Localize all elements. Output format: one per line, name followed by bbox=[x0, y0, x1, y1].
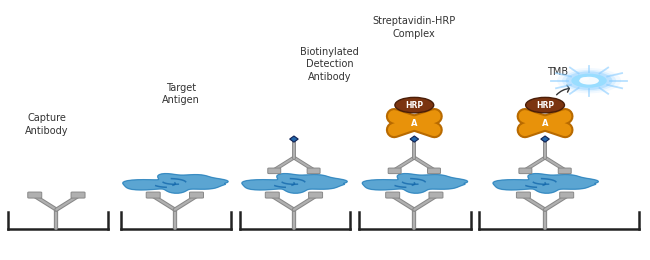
Polygon shape bbox=[290, 136, 298, 142]
Circle shape bbox=[571, 74, 606, 88]
Circle shape bbox=[526, 98, 564, 113]
FancyBboxPatch shape bbox=[71, 192, 85, 198]
FancyBboxPatch shape bbox=[309, 192, 322, 198]
Text: A: A bbox=[542, 119, 549, 128]
Text: Streptavidin-HRP
Complex: Streptavidin-HRP Complex bbox=[372, 16, 456, 38]
FancyBboxPatch shape bbox=[429, 192, 443, 198]
Circle shape bbox=[557, 68, 621, 93]
FancyBboxPatch shape bbox=[190, 192, 203, 198]
Polygon shape bbox=[410, 136, 419, 142]
FancyBboxPatch shape bbox=[558, 168, 571, 174]
FancyBboxPatch shape bbox=[560, 192, 574, 198]
FancyBboxPatch shape bbox=[428, 168, 441, 174]
Text: Capture
Antibody: Capture Antibody bbox=[25, 113, 68, 136]
Text: A: A bbox=[411, 119, 417, 128]
Polygon shape bbox=[123, 174, 228, 193]
Circle shape bbox=[580, 77, 589, 81]
FancyBboxPatch shape bbox=[268, 168, 281, 174]
Circle shape bbox=[579, 77, 599, 85]
Polygon shape bbox=[362, 174, 468, 193]
FancyBboxPatch shape bbox=[146, 192, 160, 198]
FancyBboxPatch shape bbox=[28, 192, 42, 198]
Text: Biotinylated
Detection
Antibody: Biotinylated Detection Antibody bbox=[300, 47, 359, 82]
Polygon shape bbox=[242, 174, 347, 193]
FancyBboxPatch shape bbox=[385, 192, 400, 198]
Circle shape bbox=[395, 98, 434, 113]
FancyBboxPatch shape bbox=[307, 168, 320, 174]
Text: Target
Antigen: Target Antigen bbox=[162, 83, 200, 105]
FancyBboxPatch shape bbox=[265, 192, 280, 198]
Circle shape bbox=[562, 70, 616, 92]
Polygon shape bbox=[541, 136, 549, 142]
Text: HRP: HRP bbox=[405, 101, 423, 110]
Text: TMB: TMB bbox=[547, 67, 569, 77]
Text: HRP: HRP bbox=[536, 101, 554, 110]
FancyBboxPatch shape bbox=[516, 192, 530, 198]
Polygon shape bbox=[493, 174, 599, 193]
Circle shape bbox=[566, 72, 612, 90]
FancyBboxPatch shape bbox=[519, 168, 532, 174]
FancyBboxPatch shape bbox=[388, 168, 401, 174]
